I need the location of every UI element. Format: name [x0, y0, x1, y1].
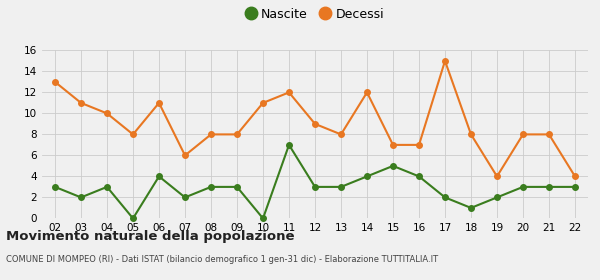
Decessi	[103, 112, 110, 115]
Nascite	[571, 185, 578, 189]
Nascite	[364, 175, 371, 178]
Nascite	[415, 175, 422, 178]
Decessi	[130, 133, 137, 136]
Nascite	[181, 196, 188, 199]
Decessi	[52, 80, 59, 84]
Line: Decessi: Decessi	[52, 58, 578, 179]
Decessi	[181, 154, 188, 157]
Nascite	[155, 175, 163, 178]
Nascite	[259, 217, 266, 220]
Decessi	[467, 133, 475, 136]
Nascite	[337, 185, 344, 189]
Nascite	[442, 196, 449, 199]
Nascite	[103, 185, 110, 189]
Decessi	[155, 101, 163, 105]
Decessi	[493, 175, 500, 178]
Nascite	[208, 185, 215, 189]
Decessi	[520, 133, 527, 136]
Decessi	[77, 101, 85, 105]
Nascite	[389, 164, 397, 167]
Decessi	[389, 143, 397, 147]
Decessi	[571, 175, 578, 178]
Nascite	[311, 185, 319, 189]
Text: COMUNE DI MOMPEO (RI) - Dati ISTAT (bilancio demografico 1 gen-31 dic) - Elabora: COMUNE DI MOMPEO (RI) - Dati ISTAT (bila…	[6, 255, 438, 264]
Decessi	[337, 133, 344, 136]
Decessi	[545, 133, 553, 136]
Decessi	[233, 133, 241, 136]
Nascite	[493, 196, 500, 199]
Nascite	[130, 217, 137, 220]
Text: Movimento naturale della popolazione: Movimento naturale della popolazione	[6, 230, 295, 242]
Decessi	[364, 91, 371, 94]
Legend: Nascite, Decessi: Nascite, Decessi	[241, 3, 389, 26]
Decessi	[259, 101, 266, 105]
Decessi	[286, 91, 293, 94]
Nascite	[467, 206, 475, 209]
Nascite	[286, 143, 293, 147]
Decessi	[442, 59, 449, 63]
Decessi	[311, 122, 319, 125]
Nascite	[52, 185, 59, 189]
Line: Nascite: Nascite	[52, 142, 578, 221]
Nascite	[77, 196, 85, 199]
Nascite	[233, 185, 241, 189]
Nascite	[545, 185, 553, 189]
Decessi	[415, 143, 422, 147]
Decessi	[208, 133, 215, 136]
Nascite	[520, 185, 527, 189]
